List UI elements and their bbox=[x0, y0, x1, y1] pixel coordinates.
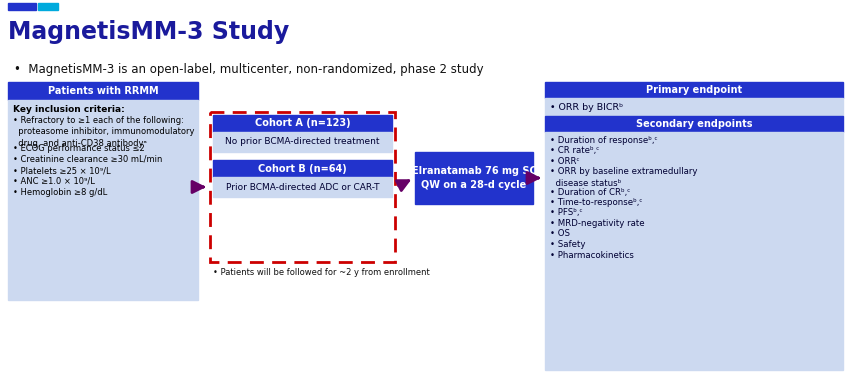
Bar bbox=[545, 98, 843, 116]
Text: Key inclusion criteria:: Key inclusion criteria: bbox=[13, 105, 125, 114]
Text: • Patients will be followed for ~2 y from enrollment: • Patients will be followed for ~2 y fro… bbox=[213, 268, 430, 277]
Text: Cohort B (n=64): Cohort B (n=64) bbox=[258, 163, 347, 174]
Bar bbox=[213, 177, 392, 197]
Text: MagnetisMM-3 Study: MagnetisMM-3 Study bbox=[8, 20, 289, 44]
Text: • Hemoglobin ≥8 g/dL: • Hemoglobin ≥8 g/dL bbox=[13, 188, 107, 197]
Bar bbox=[38, 3, 58, 10]
Text: • Time-to-responseᵇ,ᶜ: • Time-to-responseᵇ,ᶜ bbox=[550, 198, 643, 207]
Text: •  MagnetisMM-3 is an open-label, multicenter, non-randomized, phase 2 study: • MagnetisMM-3 is an open-label, multice… bbox=[14, 63, 483, 76]
Bar bbox=[8, 82, 198, 100]
Bar bbox=[213, 115, 392, 132]
Bar bbox=[213, 160, 392, 177]
Text: • Duration of CRᵇ,ᶜ: • Duration of CRᵇ,ᶜ bbox=[550, 187, 631, 196]
Text: • Duration of responseᵇ,ᶜ: • Duration of responseᵇ,ᶜ bbox=[550, 136, 658, 145]
Bar bbox=[545, 82, 843, 98]
Bar bbox=[545, 132, 843, 370]
Text: Prior BCMA-directed ADC or CAR-T: Prior BCMA-directed ADC or CAR-T bbox=[226, 182, 380, 192]
Text: • ECOG performance status ≤2: • ECOG performance status ≤2 bbox=[13, 144, 145, 153]
Text: • ORR by baseline extramedullary
  disease statusᵇ: • ORR by baseline extramedullary disease… bbox=[550, 168, 698, 188]
Text: Secondary endpoints: Secondary endpoints bbox=[636, 119, 752, 129]
Bar bbox=[8, 3, 36, 10]
Bar bbox=[545, 116, 843, 132]
Text: • CR rateᵇ,ᶜ: • CR rateᵇ,ᶜ bbox=[550, 147, 599, 155]
Text: Primary endpoint: Primary endpoint bbox=[646, 85, 742, 95]
Text: • ORR by BICRᵇ: • ORR by BICRᵇ bbox=[550, 103, 623, 111]
Text: • MRD-negativity rate: • MRD-negativity rate bbox=[550, 219, 644, 228]
Text: • Platelets ≥25 × 10⁹/L: • Platelets ≥25 × 10⁹/L bbox=[13, 166, 111, 175]
Text: Patients with RRMM: Patients with RRMM bbox=[48, 86, 158, 96]
Text: • ORRᶜ: • ORRᶜ bbox=[550, 157, 580, 166]
Text: Elranatamab 76 mg SC
QW on a 28-d cycle: Elranatamab 76 mg SC QW on a 28-d cycle bbox=[412, 166, 536, 190]
Bar bbox=[415, 152, 533, 204]
Text: • PFSᵇ,ᶜ: • PFSᵇ,ᶜ bbox=[550, 209, 583, 217]
Text: • OS: • OS bbox=[550, 230, 570, 239]
Text: • Pharmacokinetics: • Pharmacokinetics bbox=[550, 250, 634, 260]
Text: • Refractory to ≥1 each of the following:
  proteasome inhibitor, immunomodulato: • Refractory to ≥1 each of the following… bbox=[13, 116, 195, 148]
Text: No prior BCMA-directed treatment: No prior BCMA-directed treatment bbox=[226, 138, 380, 147]
Text: • Safety: • Safety bbox=[550, 240, 585, 249]
Bar bbox=[213, 132, 392, 152]
Bar bbox=[210, 112, 395, 262]
Text: • ANC ≥1.0 × 10⁹/L: • ANC ≥1.0 × 10⁹/L bbox=[13, 177, 94, 186]
Text: • Creatinine clearance ≥30 mL/min: • Creatinine clearance ≥30 mL/min bbox=[13, 155, 163, 164]
Bar bbox=[8, 100, 198, 300]
Text: Cohort A (n=123): Cohort A (n=123) bbox=[254, 119, 351, 128]
